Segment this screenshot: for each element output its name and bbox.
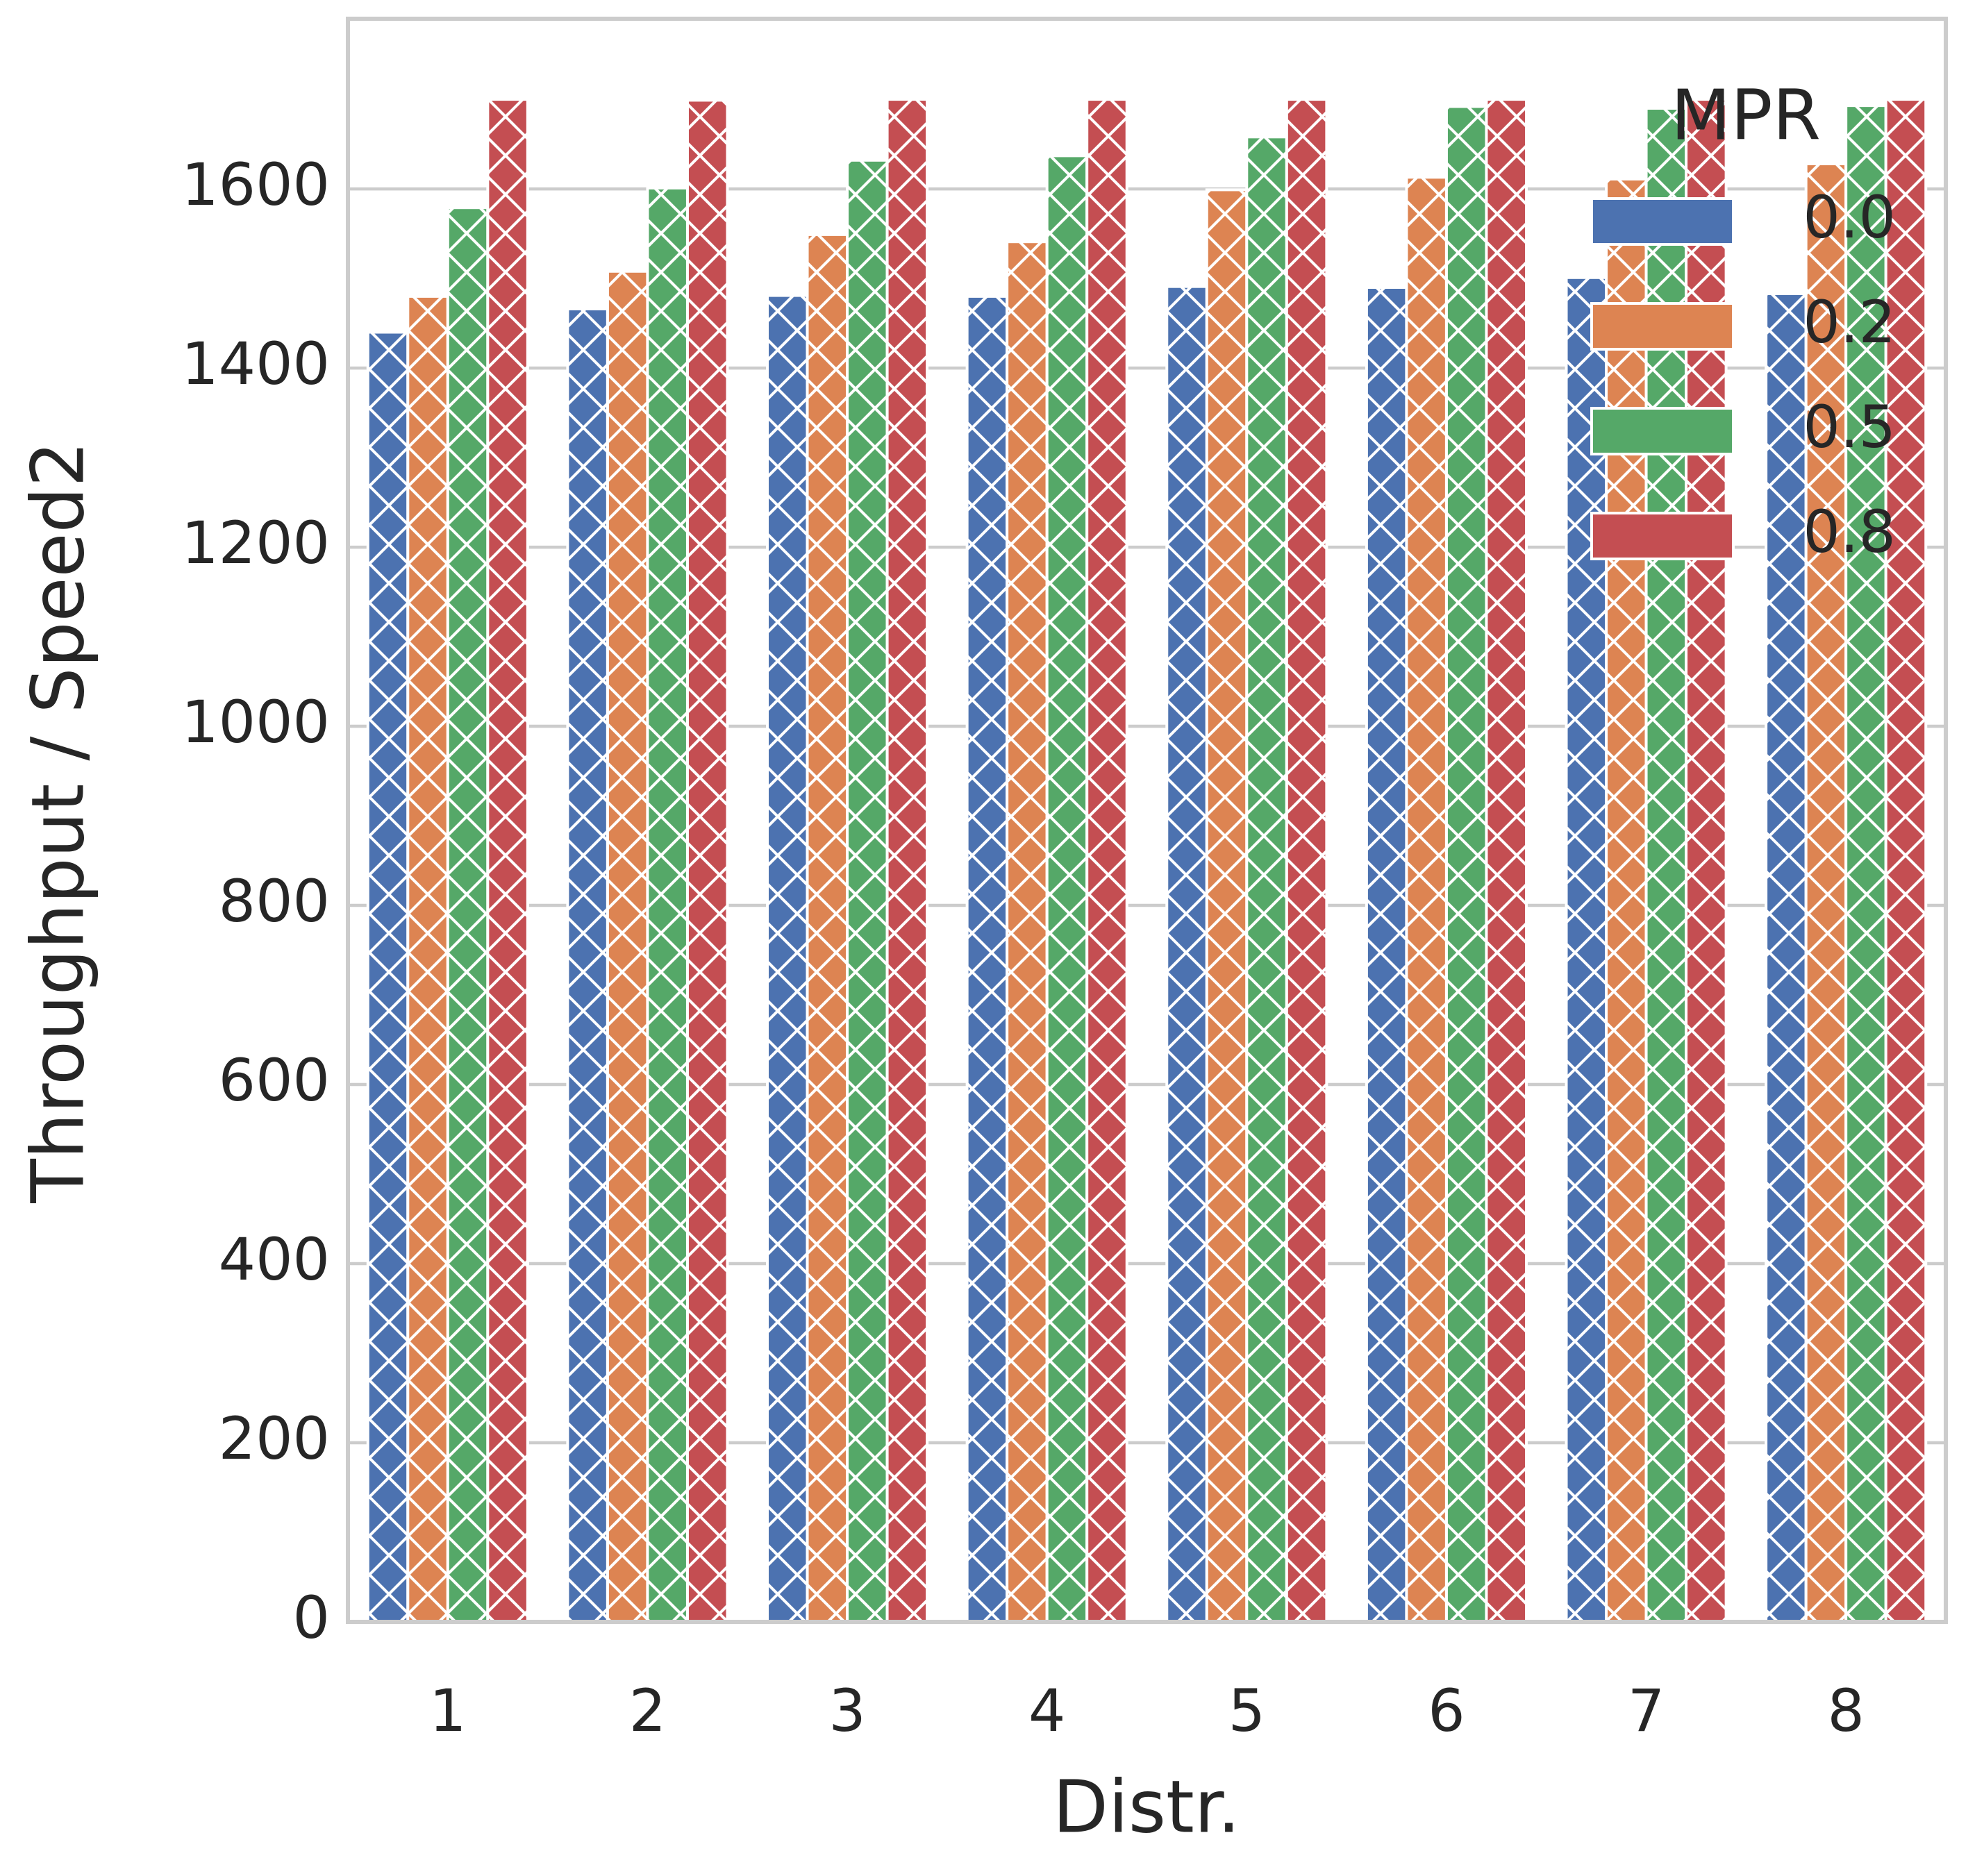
bar — [806, 233, 849, 1623]
legend-label: 0.5 — [1803, 393, 1896, 461]
x-tick-label: 5 — [1228, 1677, 1265, 1745]
legend-swatch — [1590, 197, 1735, 246]
bar — [766, 294, 809, 1623]
y-tick-label: 0 — [293, 1584, 330, 1652]
legend-label: 0.2 — [1803, 288, 1896, 356]
y-tick-label: 600 — [219, 1046, 330, 1114]
bar — [1565, 276, 1608, 1624]
y-tick-label: 1000 — [181, 688, 330, 756]
x-axis-label: Distr. — [1053, 1764, 1240, 1849]
bar — [1285, 98, 1328, 1623]
y-tick-label: 1400 — [181, 330, 330, 398]
y-axis-label: Throughput / Speed2 — [15, 441, 100, 1203]
bar — [566, 307, 609, 1623]
bar — [965, 294, 1009, 1623]
legend-swatch — [1590, 302, 1735, 351]
legend-label: 0.0 — [1803, 183, 1896, 251]
y-tick-label: 1600 — [181, 151, 330, 219]
bar — [1045, 154, 1089, 1623]
y-tick-label: 400 — [219, 1225, 330, 1293]
x-tick-label: 3 — [828, 1677, 865, 1745]
x-tick-label: 2 — [629, 1677, 666, 1745]
bar — [366, 330, 410, 1623]
x-tick-label: 4 — [1028, 1677, 1065, 1745]
x-tick-label: 1 — [429, 1677, 466, 1745]
x-tick-label: 6 — [1428, 1677, 1465, 1745]
bar — [1165, 285, 1208, 1624]
bar — [1804, 162, 1848, 1623]
bar — [885, 98, 929, 1623]
bar — [1365, 285, 1408, 1623]
legend-swatch — [1590, 512, 1735, 560]
bar — [1485, 98, 1528, 1623]
bar — [1444, 105, 1488, 1623]
bar — [606, 269, 649, 1623]
legend-label: 0.8 — [1803, 498, 1896, 566]
y-tick-label: 200 — [219, 1405, 330, 1473]
bar — [1085, 98, 1128, 1623]
x-tick-label: 7 — [1628, 1677, 1665, 1745]
bar — [486, 98, 529, 1623]
axes-frame — [346, 17, 1948, 1624]
legend-swatch — [1590, 407, 1735, 455]
bar — [1006, 240, 1049, 1624]
bar — [846, 158, 889, 1623]
y-tick-label: 1200 — [181, 509, 330, 577]
bar — [446, 206, 490, 1623]
bar — [685, 99, 729, 1623]
y-tick-label: 800 — [219, 867, 330, 935]
legend-title: MPR — [1671, 74, 1821, 156]
bar — [1605, 177, 1648, 1624]
bar — [1245, 135, 1288, 1623]
bar — [1405, 176, 1448, 1624]
bar — [646, 186, 689, 1623]
bar — [406, 294, 449, 1623]
bar — [1765, 292, 1808, 1624]
bar — [1205, 188, 1249, 1623]
x-tick-label: 8 — [1827, 1677, 1864, 1745]
